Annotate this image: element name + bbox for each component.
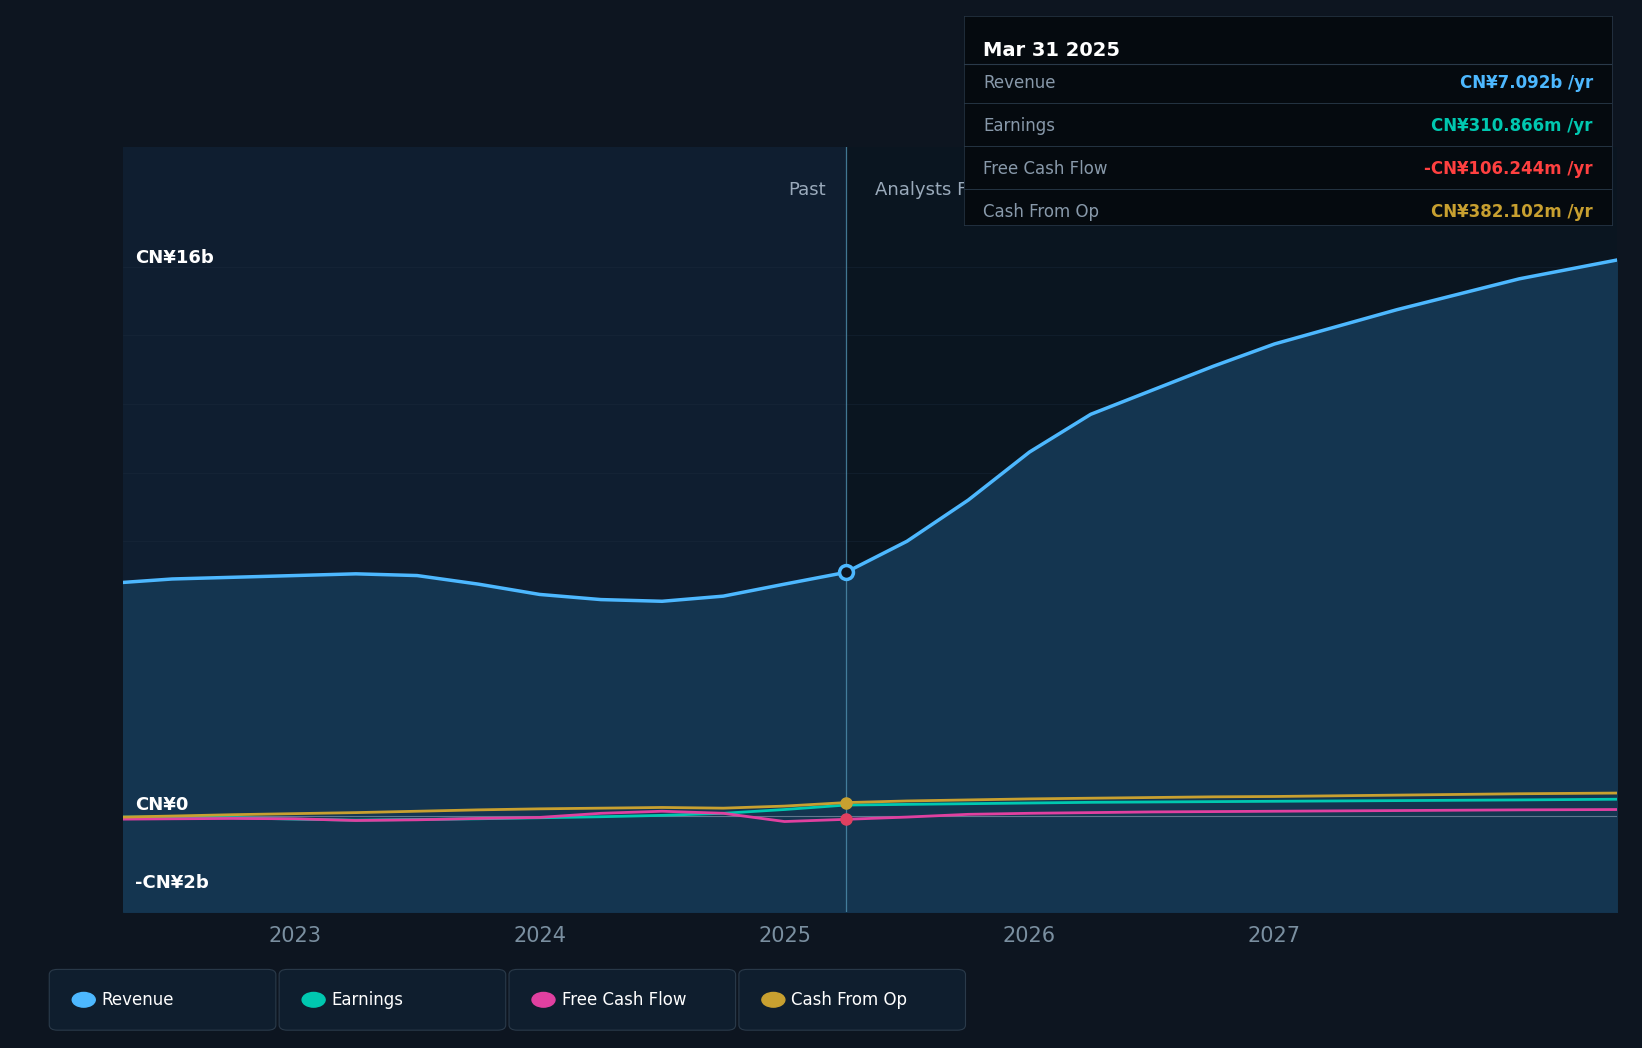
- Text: Analysts Forecasts: Analysts Forecasts: [875, 181, 1043, 199]
- Text: Cash From Op: Cash From Op: [984, 202, 1098, 221]
- Text: CN¥16b: CN¥16b: [135, 248, 213, 267]
- Text: CN¥382.102m /yr: CN¥382.102m /yr: [1432, 202, 1593, 221]
- Bar: [846, 147, 1617, 912]
- Text: Mar 31 2025: Mar 31 2025: [984, 41, 1120, 60]
- Text: Free Cash Flow: Free Cash Flow: [984, 159, 1108, 178]
- Text: CN¥7.092b /yr: CN¥7.092b /yr: [1460, 73, 1593, 92]
- Text: Past: Past: [788, 181, 826, 199]
- Bar: [123, 147, 846, 912]
- Text: Free Cash Flow: Free Cash Flow: [562, 990, 686, 1009]
- Text: -CN¥106.244m /yr: -CN¥106.244m /yr: [1424, 159, 1593, 178]
- Text: Earnings: Earnings: [332, 990, 404, 1009]
- Text: Revenue: Revenue: [984, 73, 1056, 92]
- Text: Cash From Op: Cash From Op: [791, 990, 908, 1009]
- Text: Revenue: Revenue: [102, 990, 174, 1009]
- Text: CN¥310.866m /yr: CN¥310.866m /yr: [1432, 116, 1593, 135]
- Text: -CN¥2b: -CN¥2b: [135, 874, 209, 892]
- Text: CN¥0: CN¥0: [135, 796, 189, 814]
- Text: Earnings: Earnings: [984, 116, 1056, 135]
